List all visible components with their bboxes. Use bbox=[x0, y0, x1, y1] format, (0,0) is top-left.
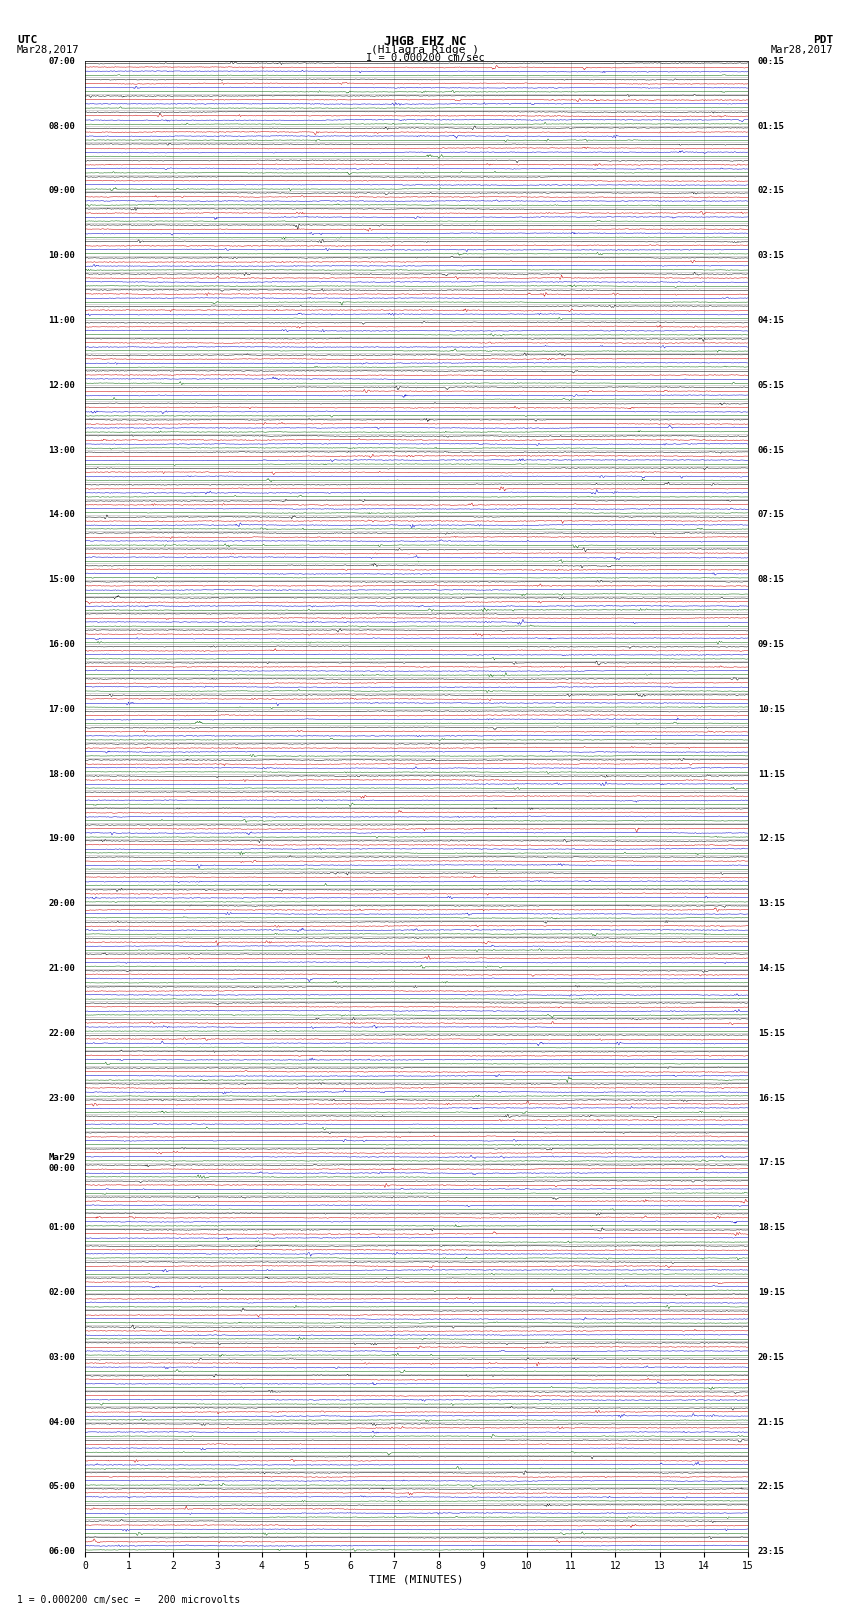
Text: 1 = 0.000200 cm/sec =   200 microvolts: 1 = 0.000200 cm/sec = 200 microvolts bbox=[17, 1595, 241, 1605]
Text: 04:15: 04:15 bbox=[758, 316, 785, 324]
Text: 19:00: 19:00 bbox=[48, 834, 75, 844]
Text: 13:00: 13:00 bbox=[48, 445, 75, 455]
Text: 22:15: 22:15 bbox=[758, 1482, 785, 1492]
Text: 06:15: 06:15 bbox=[758, 445, 785, 455]
Text: 14:15: 14:15 bbox=[758, 965, 785, 973]
Text: I = 0.000200 cm/sec: I = 0.000200 cm/sec bbox=[366, 53, 484, 63]
Text: 23:00: 23:00 bbox=[48, 1094, 75, 1103]
Text: 02:00: 02:00 bbox=[48, 1289, 75, 1297]
Text: 21:15: 21:15 bbox=[758, 1418, 785, 1426]
Text: 00:15: 00:15 bbox=[758, 56, 785, 66]
Text: 09:15: 09:15 bbox=[758, 640, 785, 648]
Text: 16:15: 16:15 bbox=[758, 1094, 785, 1103]
Text: 20:00: 20:00 bbox=[48, 898, 75, 908]
Text: UTC: UTC bbox=[17, 35, 37, 45]
Text: 12:15: 12:15 bbox=[758, 834, 785, 844]
Text: 18:00: 18:00 bbox=[48, 769, 75, 779]
Text: 06:00: 06:00 bbox=[48, 1547, 75, 1557]
Text: 11:15: 11:15 bbox=[758, 769, 785, 779]
Text: 05:15: 05:15 bbox=[758, 381, 785, 390]
Text: 09:00: 09:00 bbox=[48, 187, 75, 195]
Text: 13:15: 13:15 bbox=[758, 898, 785, 908]
Text: 07:15: 07:15 bbox=[758, 510, 785, 519]
Text: 15:15: 15:15 bbox=[758, 1029, 785, 1037]
Text: 10:00: 10:00 bbox=[48, 252, 75, 260]
Text: Mar28,2017: Mar28,2017 bbox=[770, 45, 833, 55]
Text: 05:00: 05:00 bbox=[48, 1482, 75, 1492]
Text: 15:00: 15:00 bbox=[48, 576, 75, 584]
Text: 11:00: 11:00 bbox=[48, 316, 75, 324]
Text: JHGB EHZ NC: JHGB EHZ NC bbox=[383, 35, 467, 48]
Text: 02:15: 02:15 bbox=[758, 187, 785, 195]
Text: 03:00: 03:00 bbox=[48, 1353, 75, 1361]
Text: 01:00: 01:00 bbox=[48, 1223, 75, 1232]
Text: PDT: PDT bbox=[813, 35, 833, 45]
Text: 20:15: 20:15 bbox=[758, 1353, 785, 1361]
Text: 23:15: 23:15 bbox=[758, 1547, 785, 1557]
Text: 01:15: 01:15 bbox=[758, 121, 785, 131]
Text: 17:15: 17:15 bbox=[758, 1158, 785, 1168]
Text: 04:00: 04:00 bbox=[48, 1418, 75, 1426]
X-axis label: TIME (MINUTES): TIME (MINUTES) bbox=[369, 1574, 464, 1584]
Text: 16:00: 16:00 bbox=[48, 640, 75, 648]
Text: (Hilagra Ridge ): (Hilagra Ridge ) bbox=[371, 45, 479, 55]
Text: Mar28,2017: Mar28,2017 bbox=[17, 45, 80, 55]
Text: 19:15: 19:15 bbox=[758, 1289, 785, 1297]
Text: 18:15: 18:15 bbox=[758, 1223, 785, 1232]
Text: 17:00: 17:00 bbox=[48, 705, 75, 715]
Text: 03:15: 03:15 bbox=[758, 252, 785, 260]
Text: 07:00: 07:00 bbox=[48, 56, 75, 66]
Text: 14:00: 14:00 bbox=[48, 510, 75, 519]
Text: Mar29
00:00: Mar29 00:00 bbox=[48, 1153, 75, 1173]
Text: 12:00: 12:00 bbox=[48, 381, 75, 390]
Text: 08:00: 08:00 bbox=[48, 121, 75, 131]
Text: 21:00: 21:00 bbox=[48, 965, 75, 973]
Text: 10:15: 10:15 bbox=[758, 705, 785, 715]
Text: 22:00: 22:00 bbox=[48, 1029, 75, 1037]
Text: 08:15: 08:15 bbox=[758, 576, 785, 584]
